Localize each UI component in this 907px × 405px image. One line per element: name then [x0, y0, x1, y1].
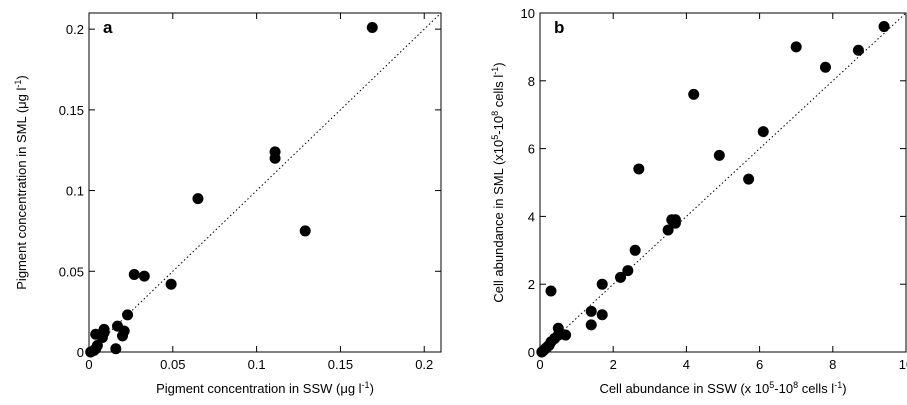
- x-tick-label: 0.2: [415, 357, 433, 372]
- axis-label-superscript: -1: [13, 80, 23, 88]
- y-tick-label: 8: [528, 74, 535, 89]
- x-tick-label: 4: [683, 357, 690, 372]
- identity-line: [88, 12, 442, 353]
- data-point: [713, 149, 725, 161]
- y-axis-label: Cell abundance in SML (x105-108 cells l-…: [490, 62, 506, 302]
- y-tick-label: 0.15: [59, 103, 84, 118]
- y-tick-label: 0: [528, 345, 535, 360]
- axis-label-superscript: 8: [793, 380, 798, 390]
- x-tick-label: 0.1: [248, 357, 266, 372]
- x-tick-label: 0.15: [328, 357, 353, 372]
- data-point: [633, 163, 645, 175]
- plot-frame: [88, 12, 442, 353]
- data-point: [110, 343, 122, 355]
- x-tick-label: 0: [85, 357, 92, 372]
- axis-label-text: Cell abundance in SML (x10: [491, 140, 506, 303]
- y-tick-label: 4: [528, 209, 535, 224]
- axis-label-superscript: 5: [490, 135, 500, 140]
- panel-b: 0 2 4 6 8 10 0 2 4 6 8 10 b Cell abundance in SSW (x …: [490, 6, 907, 396]
- panel-letter: b: [554, 18, 564, 37]
- axis-label-superscript: 8: [490, 111, 500, 116]
- data-point: [118, 325, 130, 337]
- panel-a: 0 0.05 0.1 0.15 0.2 0 0.05 0.1 0.15 0.2 a Pigment c…: [13, 12, 442, 396]
- data-point: [98, 323, 110, 335]
- data-point: [165, 278, 177, 290]
- data-point: [192, 193, 204, 205]
- data-point: [596, 309, 608, 321]
- y-tick-label: 0.1: [66, 184, 84, 199]
- identity-line: [539, 12, 907, 353]
- y-tick-label: 6: [528, 142, 535, 157]
- axis-label-text: cells l: [798, 381, 834, 396]
- axis-label-text: Cell abundance in SSW (x 10: [599, 381, 769, 396]
- data-point: [366, 22, 378, 34]
- data-point: [596, 278, 608, 290]
- data-point: [878, 21, 890, 33]
- data-point: [545, 285, 557, 297]
- data-point: [662, 224, 674, 236]
- axis-label-superscript: -1: [362, 380, 370, 390]
- x-tick-label: 6: [756, 357, 763, 372]
- data-point: [743, 173, 755, 185]
- data-point: [615, 271, 627, 283]
- y-tick-label: 0.05: [59, 264, 84, 279]
- axis-label-text: cells l: [491, 75, 506, 111]
- x-tick-label: 10: [899, 357, 907, 372]
- data-point: [91, 340, 103, 352]
- data-point: [299, 225, 311, 237]
- data-point: [128, 269, 140, 281]
- axis-label-superscript: 5: [769, 380, 774, 390]
- x-tick-label: 8: [829, 357, 836, 372]
- data-point: [269, 152, 281, 164]
- data-point: [560, 329, 572, 341]
- axis-label-text: ): [491, 62, 506, 66]
- data-point: [790, 41, 802, 53]
- axis-label-text: Pigment concentration in SSW (μg l: [156, 381, 362, 396]
- data-point: [622, 265, 634, 277]
- y-tick-label: 10: [521, 6, 535, 21]
- y-tick-label: 0: [77, 345, 84, 360]
- data-point: [669, 214, 681, 226]
- axis-label-text: ): [842, 381, 846, 396]
- data-point: [629, 244, 641, 256]
- data-point: [552, 322, 564, 334]
- axis-label-superscript: -1: [834, 380, 842, 390]
- axis-label-superscript: -1: [490, 67, 500, 75]
- x-tick-label: 2: [610, 357, 617, 372]
- data-point: [585, 319, 597, 331]
- y-tick-label: 0.2: [66, 22, 84, 37]
- x-axis-label: Cell abundance in SSW (x 105-108 cells l…: [599, 380, 846, 396]
- data-point: [819, 61, 831, 73]
- data-point: [138, 270, 150, 282]
- plot-frame: [539, 12, 907, 353]
- axis-label-text: -10: [491, 116, 506, 135]
- data-point: [585, 305, 597, 317]
- axis-label-text: -10: [774, 381, 793, 396]
- x-axis-label: Pigment concentration in SSW (μg l-1): [156, 380, 374, 396]
- y-axis-label: Pigment concentration in SML (μg l-1): [13, 75, 29, 289]
- x-tick-label: 0: [536, 357, 543, 372]
- axis-label-text: Pigment concentration in SML (μg l: [14, 88, 29, 290]
- x-tick-label: 0.05: [160, 357, 185, 372]
- panel-letter: a: [103, 18, 113, 37]
- axis-label-text: ): [370, 381, 374, 396]
- data-point: [122, 309, 134, 321]
- axis-label-text: ): [14, 75, 29, 79]
- y-tick-label: 2: [528, 277, 535, 292]
- data-point: [852, 44, 864, 56]
- data-point: [757, 126, 769, 138]
- data-point: [688, 88, 700, 100]
